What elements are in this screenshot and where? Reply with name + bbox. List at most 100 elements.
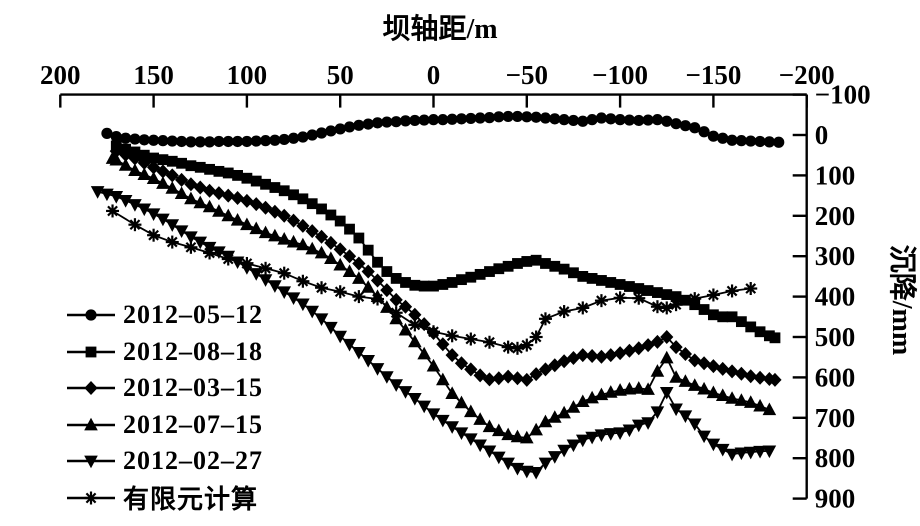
circle-marker-icon	[315, 127, 328, 139]
y-tick-label: 100	[815, 160, 856, 190]
square-marker-icon	[232, 170, 243, 181]
triangle-down-marker-icon	[650, 406, 665, 419]
circle-marker-icon	[325, 125, 337, 137]
triangle-up-marker-icon	[762, 402, 777, 416]
triangle-up-marker-icon	[361, 280, 375, 293]
triangle-down-marker-icon	[585, 431, 599, 445]
circle-marker-icon	[362, 118, 374, 130]
square-marker-icon	[306, 198, 318, 210]
triangle-up-marker-icon	[426, 358, 441, 372]
triangle-up-marker-icon	[687, 378, 702, 391]
circle-marker-icon	[530, 111, 542, 123]
circle-marker-icon	[717, 132, 729, 144]
asterisk-marker-icon	[594, 294, 608, 308]
triangle-up-marker-icon	[342, 264, 357, 277]
circle-marker-icon	[222, 135, 234, 148]
circle-marker-icon	[642, 114, 654, 126]
asterisk-marker-icon	[259, 261, 273, 275]
circle-marker-icon	[558, 114, 570, 126]
square-marker-icon	[390, 273, 402, 284]
series-2012–07–15	[105, 151, 777, 444]
diamond-marker-icon	[277, 208, 291, 223]
legend: 2012–05–12 2012–08–18 2012–03–15 2012–07…	[66, 297, 263, 516]
circle-marker-icon	[390, 116, 402, 128]
circle-marker-icon	[129, 133, 141, 145]
circle-marker-icon	[577, 115, 589, 127]
diamond-marker-icon	[473, 368, 487, 383]
triangle-up-marker-icon	[575, 394, 590, 408]
series-2012–03–15	[109, 144, 782, 387]
triangle-down-marker-icon	[305, 305, 320, 319]
square-marker-icon	[250, 175, 262, 187]
asterisk-marker-icon	[352, 290, 366, 304]
triangle-up-marker-icon	[109, 152, 124, 166]
triangle-down-marker-icon	[212, 246, 226, 259]
asterisk-marker-icon	[389, 306, 403, 320]
triangle-up-marker-icon	[436, 372, 450, 386]
triangle-down-marker-icon	[342, 338, 357, 352]
asterisk-marker-icon	[221, 252, 235, 266]
diamond-marker-icon	[380, 283, 394, 298]
asterisk-marker-icon	[147, 228, 161, 242]
circle-marker-icon	[651, 114, 664, 126]
triangle-up-marker-icon	[118, 158, 133, 171]
circle-marker-icon	[446, 113, 458, 125]
triangle-up-marker-icon	[529, 422, 543, 436]
circle-marker-icon	[287, 132, 300, 144]
square-marker-icon	[166, 155, 178, 167]
circle-marker-icon	[399, 115, 412, 127]
square-marker-icon	[148, 152, 159, 164]
square-marker-icon	[297, 193, 309, 205]
triangle-down-marker-icon	[370, 363, 385, 376]
triangle-up-marker-icon	[408, 334, 422, 348]
circle-marker-icon	[698, 126, 710, 138]
triangle-down-marker-icon	[603, 428, 618, 441]
triangle-down-marker-icon	[408, 393, 422, 406]
circle-marker-icon	[175, 135, 188, 148]
triangle-down-marker-icon	[445, 421, 459, 434]
diamond-marker-icon	[548, 358, 562, 373]
triangle-down-marker-icon	[594, 429, 609, 442]
asterisk-marker-icon	[106, 204, 120, 218]
triangle-down-marker-icon	[380, 371, 394, 384]
circle-marker-icon	[455, 113, 468, 125]
diamond-marker-icon	[361, 264, 375, 279]
triangle-down-marker-icon	[118, 195, 133, 208]
asterisk-marker-icon	[427, 325, 440, 339]
circle-marker-icon	[409, 114, 421, 127]
square-marker-icon	[67, 346, 115, 358]
square-marker-icon	[484, 266, 495, 277]
legend-item-2012-07-15: 2012–07–15	[66, 407, 263, 444]
circle-marker-icon	[269, 134, 281, 146]
triangle-down-marker-icon	[501, 457, 515, 471]
diamond-marker-icon	[109, 144, 123, 159]
circle-marker-icon	[241, 135, 253, 148]
circle-marker-icon	[567, 114, 580, 127]
legend-item-2012-03-15: 2012–03–15	[66, 370, 263, 407]
square-marker-icon	[512, 258, 523, 269]
asterisk-marker-icon	[296, 274, 310, 288]
asterisk-marker-icon	[315, 281, 329, 295]
square-marker-icon	[549, 260, 561, 272]
circle-marker-icon	[605, 113, 617, 125]
y-axis-title: 沉降/mm	[886, 245, 918, 355]
square-marker-icon	[605, 277, 617, 288]
circle-marker-icon	[418, 114, 430, 126]
triangle-up-marker-icon	[566, 400, 581, 413]
triangle-down-marker-icon	[706, 438, 721, 452]
triangle-down-marker-icon	[352, 346, 366, 360]
triangle-up-marker-icon	[277, 232, 292, 245]
triangle-down-marker-icon	[249, 268, 264, 281]
diamond-marker-icon	[688, 353, 702, 368]
y-tick-label: 600	[815, 362, 856, 392]
triangle-up-marker-icon	[669, 370, 683, 383]
circle-marker-icon	[101, 127, 113, 139]
diamond-marker-icon	[482, 372, 497, 387]
triangle-down-marker-icon	[464, 433, 478, 447]
triangle-down-marker-icon	[538, 457, 553, 471]
square-marker-icon	[176, 157, 187, 169]
triangle-up-marker-icon	[631, 381, 646, 394]
diamond-marker-icon	[678, 346, 693, 361]
diamond-marker-icon	[333, 242, 347, 257]
triangle-up-marker-icon	[659, 350, 674, 364]
